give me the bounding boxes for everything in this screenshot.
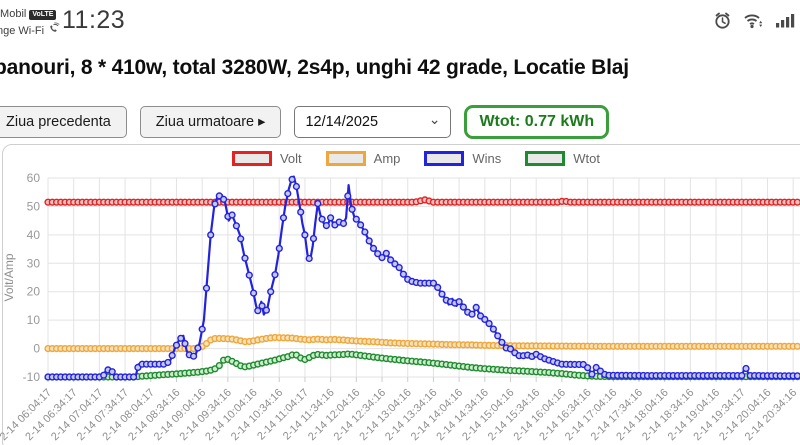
svg-text:Volt/Amp: Volt/Amp — [2, 253, 16, 301]
next-day-button[interactable]: Ziua urmatoare ▸ — [139, 106, 282, 138]
signal-bars-icon — [775, 11, 795, 35]
svg-text:20: 20 — [27, 285, 41, 299]
legend-swatch-wtot — [525, 151, 566, 166]
svg-text:60: 60 — [27, 171, 41, 185]
alarm-icon — [713, 11, 732, 35]
chart-legend: Volt Amp Wins Wtot — [0, 151, 800, 166]
status-time: 11:23 — [62, 6, 126, 34]
svg-text:10: 10 — [27, 313, 41, 327]
svg-text:30: 30 — [27, 256, 41, 270]
status-bar: .Mobil VoLTE nge Wi-Fi 11:23 — [0, 6, 800, 46]
controls-bar: Ziua precedenta Ziua urmatoare ▸ 12/14/2… — [0, 105, 610, 139]
carrier-name-2: nge Wi-Fi — [0, 24, 45, 37]
carrier-info: .Mobil VoLTE nge Wi-Fi — [0, 7, 60, 40]
svg-text:-10: -10 — [23, 370, 41, 384]
legend-swatch-wins — [424, 151, 465, 166]
carrier-name-1: .Mobil — [0, 8, 27, 20]
svg-text:40: 40 — [27, 228, 41, 242]
legend-label: Wtot — [573, 151, 601, 166]
legend-item-wins[interactable]: Wins — [424, 151, 501, 166]
legend-label: Volt — [279, 151, 302, 166]
wifi-icon — [743, 11, 764, 35]
legend-swatch-volt — [231, 151, 272, 166]
volte-badge: VoLTE — [29, 9, 57, 20]
date-value: 12/14/2025 — [305, 114, 379, 130]
legend-swatch-amp — [325, 151, 366, 166]
svg-text:50: 50 — [27, 199, 41, 213]
legend-item-amp[interactable]: Amp — [325, 151, 401, 166]
legend-item-volt[interactable]: Volt — [231, 151, 302, 166]
wifi-calling-icon — [47, 22, 60, 40]
status-icons — [713, 11, 795, 35]
legend-label: Amp — [373, 151, 401, 166]
date-picker[interactable]: 12/14/2025 ⌄ — [294, 106, 452, 138]
chart-container — [2, 144, 800, 445]
chevron-down-icon: ⌄ — [428, 111, 441, 127]
page-title: panouri, 8 * 410w, total 3280W, 2s4p, un… — [0, 56, 629, 79]
svg-text:0: 0 — [33, 342, 40, 356]
legend-item-wtot[interactable]: Wtot — [525, 151, 600, 166]
wtot-badge: Wtot: 0.77 kWh — [464, 105, 610, 139]
legend-label: Wins — [472, 151, 502, 166]
prev-day-button[interactable]: Ziua precedenta — [0, 106, 127, 138]
